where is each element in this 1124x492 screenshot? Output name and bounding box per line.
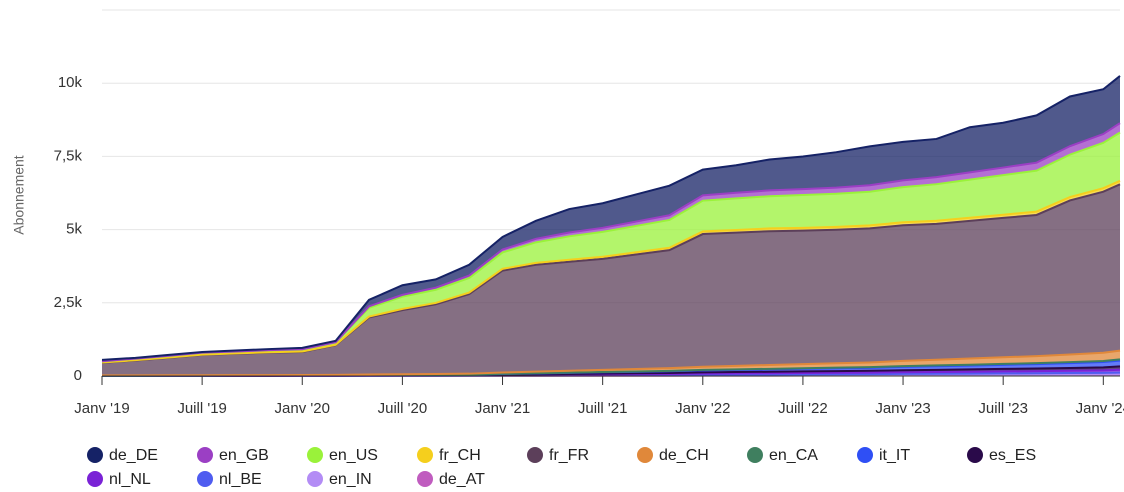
legend-label: it_IT bbox=[879, 447, 910, 464]
legend-swatch bbox=[417, 471, 433, 487]
x-tick-label: Juill '21 bbox=[578, 400, 628, 417]
y-tick-label: 2,5k bbox=[54, 294, 83, 311]
legend-swatch bbox=[747, 447, 763, 463]
legend-label: en_IN bbox=[329, 471, 372, 488]
x-tick-label: Juill '23 bbox=[978, 400, 1028, 417]
legend-swatch bbox=[197, 447, 213, 463]
y-tick-label: 10k bbox=[58, 74, 83, 91]
x-tick-label: Janv '21 bbox=[475, 400, 530, 417]
legend-label: fr_CH bbox=[439, 447, 481, 464]
legend-swatch bbox=[87, 471, 103, 487]
legend-swatch bbox=[857, 447, 873, 463]
x-tick-label: Janv '24 bbox=[1076, 400, 1124, 417]
x-tick-label: Janv '20 bbox=[275, 400, 330, 417]
legend-label: fr_FR bbox=[549, 447, 589, 464]
area-line bbox=[101, 122, 1121, 363]
x-tick-label: Juill '19 bbox=[177, 400, 227, 417]
legend-label: es_ES bbox=[989, 447, 1036, 464]
y-tick-label: 5k bbox=[66, 221, 82, 238]
legend-label: de_AT bbox=[439, 471, 485, 488]
x-tick-label: Juill '22 bbox=[778, 400, 828, 417]
legend-swatch bbox=[417, 447, 433, 463]
legend-swatch bbox=[967, 447, 983, 463]
legend-label: en_CA bbox=[769, 447, 818, 464]
x-tick-label: Juill '20 bbox=[378, 400, 428, 417]
legend-label: nl_BE bbox=[219, 471, 262, 488]
area-fill bbox=[102, 350, 1120, 376]
legend-label: en_US bbox=[329, 447, 378, 464]
legend-label: nl_NL bbox=[109, 471, 151, 488]
area-line bbox=[101, 75, 1121, 361]
legend-label: en_GB bbox=[219, 447, 269, 464]
legend-swatch bbox=[197, 471, 213, 487]
legend-label: de_CH bbox=[659, 447, 709, 464]
legend-swatch bbox=[307, 471, 323, 487]
legend-swatch bbox=[637, 447, 653, 463]
y-tick-label: 0 bbox=[74, 367, 82, 384]
area-line bbox=[102, 349, 1121, 377]
area-fill bbox=[102, 132, 1120, 363]
legend-swatch bbox=[87, 447, 103, 463]
legend-label: de_DE bbox=[109, 447, 158, 464]
area-fill bbox=[102, 184, 1120, 376]
x-tick-label: Janv '19 bbox=[74, 400, 129, 417]
y-tick-label: 7,5k bbox=[54, 147, 83, 164]
y-axis-label: Abonnement bbox=[11, 155, 27, 235]
legend-swatch bbox=[307, 447, 323, 463]
area-line bbox=[101, 179, 1121, 364]
legend-swatch bbox=[527, 447, 543, 463]
x-tick-label: Janv '22 bbox=[675, 400, 730, 417]
x-tick-label: Janv '23 bbox=[875, 400, 930, 417]
